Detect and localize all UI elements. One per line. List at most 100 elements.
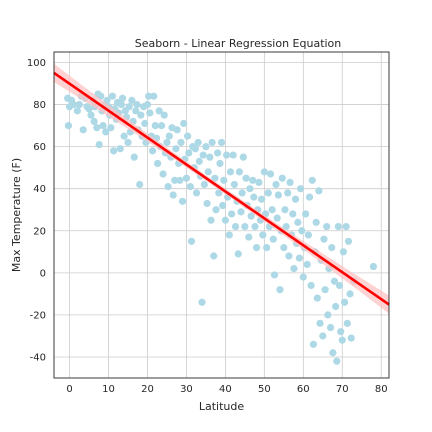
data-point — [79, 126, 87, 134]
data-point — [340, 298, 349, 306]
x-axis-label: Latitude — [199, 400, 245, 413]
x-tick-label: 60 — [297, 384, 310, 395]
data-point — [294, 218, 302, 226]
data-point — [217, 138, 226, 147]
data-point — [234, 250, 242, 258]
data-point — [143, 100, 152, 109]
data-point — [160, 111, 168, 119]
data-point — [141, 119, 149, 128]
data-point — [203, 199, 211, 208]
data-point — [333, 357, 341, 365]
data-point — [225, 231, 233, 239]
data-point — [184, 132, 192, 140]
x-tick-label: 50 — [258, 384, 271, 395]
data-point — [323, 222, 331, 231]
data-point — [191, 145, 200, 153]
data-point — [249, 176, 257, 184]
data-point — [329, 349, 337, 357]
data-point — [235, 168, 244, 176]
data-point — [315, 187, 323, 195]
data-point — [107, 124, 115, 132]
data-point — [343, 319, 351, 327]
y-tick-label: 100 — [27, 58, 46, 69]
data-point — [146, 109, 154, 117]
data-point — [252, 244, 261, 252]
data-point — [276, 286, 284, 294]
data-point — [330, 277, 339, 285]
data-point — [250, 193, 258, 201]
y-tick-label: 20 — [33, 226, 46, 237]
y-axis-label: Max Temperature (F) — [10, 158, 23, 272]
data-point — [309, 340, 318, 348]
data-point — [285, 252, 293, 260]
data-point — [154, 159, 162, 168]
x-tick-label: 70 — [336, 384, 349, 395]
data-point — [238, 189, 246, 197]
data-point — [274, 191, 282, 199]
data-point — [346, 290, 354, 298]
data-point — [171, 176, 179, 184]
data-point — [200, 180, 208, 189]
data-point — [313, 294, 321, 302]
y-tick-label: -40 — [30, 352, 46, 363]
data-point — [87, 111, 95, 119]
data-point — [237, 208, 245, 216]
data-point — [344, 237, 353, 245]
data-point — [342, 222, 350, 231]
data-point — [192, 189, 201, 197]
data-point — [210, 252, 218, 260]
data-point — [207, 216, 215, 224]
data-point — [125, 103, 133, 111]
data-point — [182, 174, 191, 182]
data-point — [148, 147, 157, 155]
data-point — [199, 151, 207, 159]
data-point — [268, 206, 276, 214]
data-point — [319, 332, 327, 340]
data-point — [198, 298, 206, 306]
data-point — [202, 143, 210, 151]
data-point — [290, 265, 298, 273]
data-point — [169, 191, 177, 199]
data-point — [165, 132, 173, 140]
data-point — [242, 174, 250, 182]
x-tick-label: 40 — [219, 384, 232, 395]
data-point — [116, 145, 124, 153]
data-point — [308, 176, 316, 184]
data-point — [75, 100, 83, 109]
y-tick-label: 60 — [33, 142, 46, 153]
data-point — [117, 100, 125, 109]
data-point — [120, 132, 128, 140]
data-point — [298, 227, 306, 235]
y-tick-label: -20 — [30, 310, 46, 321]
y-tick-label: 40 — [33, 184, 46, 195]
data-point — [305, 193, 314, 201]
data-point — [220, 176, 228, 184]
data-point — [321, 286, 329, 294]
data-point — [163, 138, 171, 147]
data-point — [128, 96, 136, 104]
data-point — [216, 159, 224, 168]
data-point — [95, 140, 103, 149]
data-point — [291, 195, 300, 203]
data-point — [337, 328, 345, 336]
x-tick-label: 80 — [375, 384, 388, 395]
data-point — [255, 178, 263, 186]
data-point — [221, 216, 229, 224]
data-point — [303, 260, 311, 269]
data-point — [273, 214, 281, 222]
data-point — [177, 138, 185, 147]
data-point — [307, 281, 315, 290]
data-point — [136, 180, 144, 189]
data-point — [102, 128, 110, 136]
data-point — [214, 149, 222, 157]
data-point — [215, 189, 223, 197]
data-point — [194, 138, 202, 147]
data-point — [320, 235, 328, 243]
data-point — [186, 183, 194, 191]
data-point — [284, 189, 292, 197]
data-point — [266, 170, 275, 178]
data-point — [264, 189, 272, 197]
data-point — [118, 94, 127, 102]
data-point — [137, 111, 145, 119]
data-point — [212, 206, 220, 214]
